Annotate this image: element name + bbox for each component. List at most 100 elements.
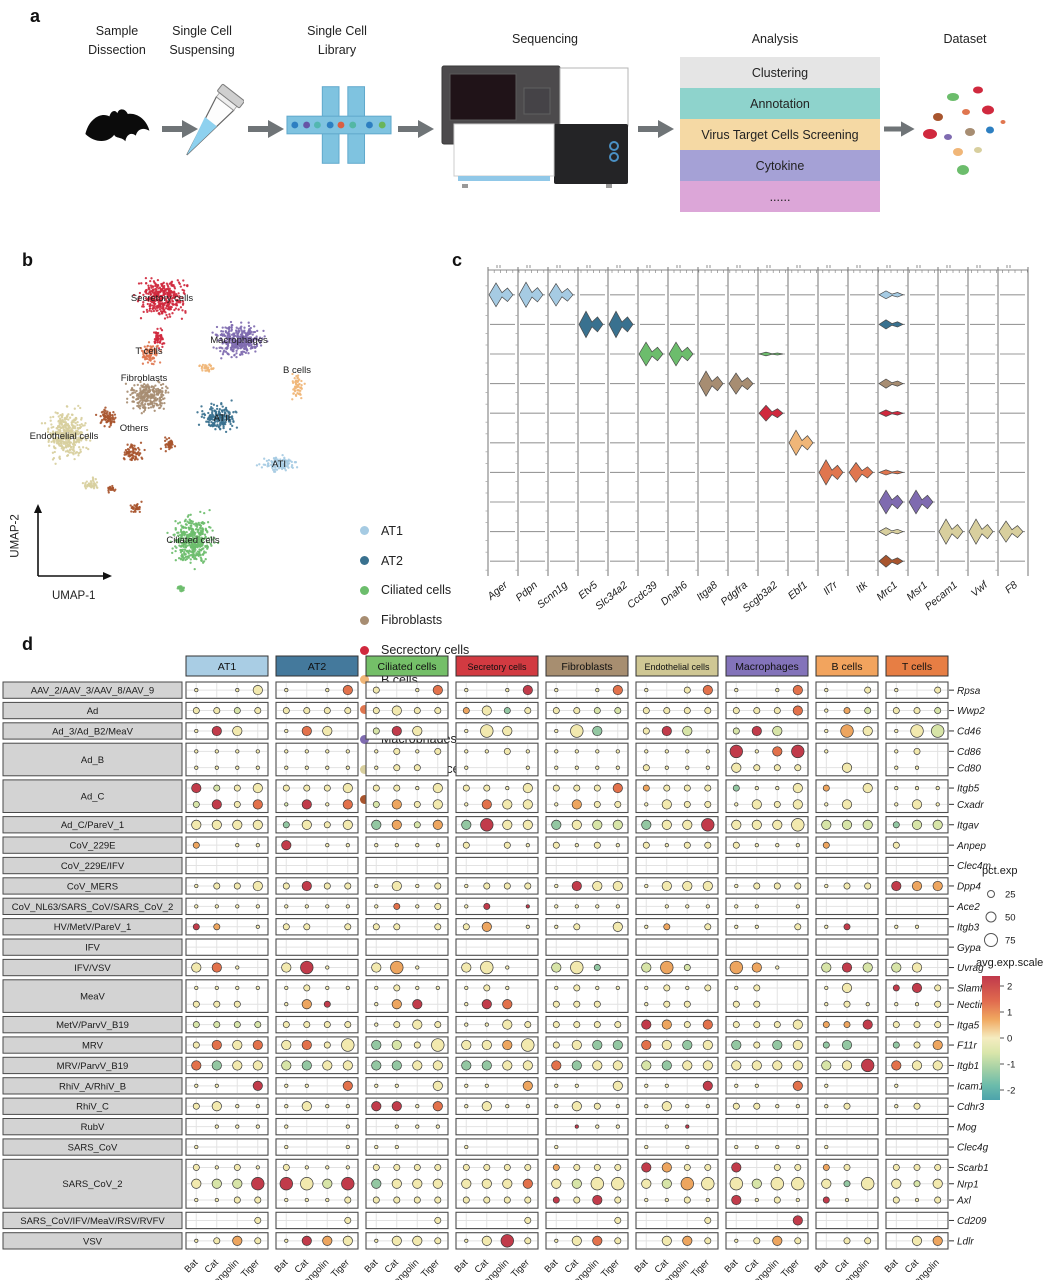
expression-dot xyxy=(891,880,902,892)
expression-dot xyxy=(795,843,800,848)
expression-dot xyxy=(323,784,331,792)
expression-dot xyxy=(191,962,202,973)
expression-dot xyxy=(211,819,222,830)
expression-dot xyxy=(415,688,420,693)
dotplot-cell xyxy=(545,897,629,916)
dotplot-cell xyxy=(275,1097,359,1115)
virus-row-label-box xyxy=(2,1211,183,1230)
expression-dot xyxy=(821,1178,832,1189)
expression-dot xyxy=(413,1163,421,1171)
violin-gene-label: Msr1 xyxy=(904,579,930,603)
expression-dot xyxy=(235,843,240,848)
expression-dot xyxy=(252,1080,263,1091)
expression-dot xyxy=(685,765,690,770)
expression-dot xyxy=(394,1124,399,1129)
expression-dot xyxy=(791,1177,805,1191)
dotplot-cell xyxy=(545,1138,629,1156)
expression-dot xyxy=(664,749,669,754)
expression-dot xyxy=(792,1060,803,1071)
expression-dot xyxy=(683,964,691,971)
expression-dot xyxy=(894,1002,899,1007)
dotplot-cell xyxy=(815,816,879,834)
expression-dot xyxy=(522,819,533,830)
dotplot-cell xyxy=(455,1056,539,1075)
dotplot-cell xyxy=(635,1158,719,1209)
expression-dot xyxy=(432,1101,443,1112)
expression-dot xyxy=(524,1163,532,1171)
dotplot-cell xyxy=(885,1158,949,1209)
receptor-gene-label: Axl xyxy=(956,1196,972,1207)
expression-dot xyxy=(374,749,379,754)
expression-dot xyxy=(413,821,421,829)
expression-dot xyxy=(824,1104,829,1109)
expression-dot xyxy=(574,843,579,848)
expression-dot xyxy=(282,882,290,890)
expression-dot xyxy=(194,1083,199,1088)
dotplot-cell xyxy=(455,1097,539,1115)
virus-row-label-box xyxy=(2,1016,183,1034)
expression-dot xyxy=(644,1083,649,1088)
expression-dot xyxy=(614,1021,622,1029)
expression-dot xyxy=(192,707,200,715)
expression-dot xyxy=(593,784,601,792)
dotplot-cell xyxy=(185,958,269,977)
expression-dot xyxy=(503,1163,511,1171)
umap-cluster-atii xyxy=(196,399,239,434)
expression-dot xyxy=(795,904,800,909)
expression-dot xyxy=(413,764,421,772)
species-axis-label: Bat xyxy=(453,1257,471,1275)
expression-dot xyxy=(792,1080,803,1091)
expression-dot xyxy=(573,1196,581,1204)
dotplot-cell xyxy=(185,918,269,936)
virus-row-label-box xyxy=(2,722,183,740)
receptor-gene-label: Slamf1 xyxy=(957,984,988,995)
expression-dot xyxy=(614,1196,622,1204)
dotplot-cell xyxy=(185,1056,269,1075)
expression-dot xyxy=(503,747,511,755)
expression-dot xyxy=(680,1177,694,1191)
dotplot-cell xyxy=(365,681,449,699)
dotplot-cell xyxy=(725,816,809,834)
dotplot-cell xyxy=(275,958,359,977)
expression-dot xyxy=(612,1080,623,1091)
expression-dot xyxy=(644,1144,649,1150)
arrow-icon xyxy=(884,121,915,137)
dotplot-cell xyxy=(815,836,879,854)
expression-dot xyxy=(611,1177,625,1191)
expression-dot xyxy=(325,1104,330,1109)
expression-dot xyxy=(255,749,260,754)
dotplot-cell xyxy=(185,836,269,854)
expression-dot xyxy=(345,749,350,754)
expression-dot xyxy=(753,1021,761,1029)
dotplot-cell xyxy=(275,877,359,895)
expression-dot xyxy=(704,923,712,931)
expression-dot xyxy=(795,1197,800,1203)
dotplot-cell xyxy=(455,938,539,956)
expression-dot xyxy=(374,765,379,770)
expression-dot xyxy=(661,1039,672,1051)
expression-dot xyxy=(483,902,491,910)
expression-dot xyxy=(731,1162,742,1173)
expression-dot xyxy=(701,1177,715,1191)
receptor-gene-label: Dpp4 xyxy=(957,882,981,893)
expression-dot xyxy=(704,984,712,992)
expression-dot xyxy=(775,965,780,970)
expression-dot xyxy=(754,1083,759,1088)
expression-dot xyxy=(702,880,713,892)
dotplot-cell xyxy=(275,1232,359,1250)
expression-dot xyxy=(344,882,352,890)
dotplot-cell xyxy=(885,1232,949,1250)
receptor-gene-label: Clec4g xyxy=(957,1143,989,1154)
expression-dot xyxy=(284,802,289,807)
dotplot-cell xyxy=(885,958,949,977)
pct-exp-size-icon xyxy=(987,890,995,898)
expression-dot xyxy=(732,727,740,735)
expression-dot xyxy=(345,985,350,990)
expression-dot xyxy=(252,880,263,892)
umap-cluster-label: Ciliated cells xyxy=(166,535,220,546)
virus-row-label: RhiV_C xyxy=(76,1102,109,1113)
legend-item-fibroblasts: Fibroblasts xyxy=(360,605,480,635)
expression-dot xyxy=(252,783,263,794)
expression-dot xyxy=(394,1144,399,1150)
step-title-single-cell-library: Single Cell Library xyxy=(307,24,367,57)
